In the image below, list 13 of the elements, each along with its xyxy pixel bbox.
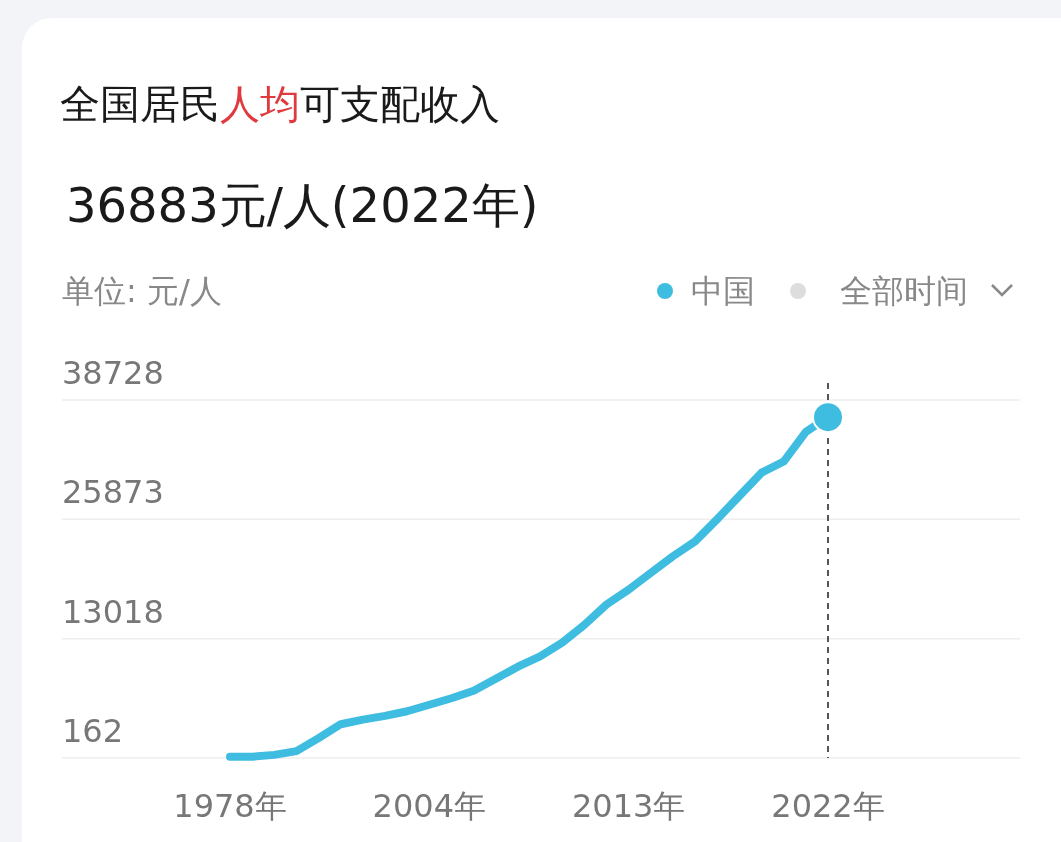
x-tick-label: 1978年	[173, 787, 287, 825]
y-tick-label: 162	[62, 712, 124, 750]
y-tick-label: 38728	[62, 354, 164, 392]
x-tick-label: 2013年	[571, 787, 686, 825]
chart-title: 全国居民人均可支配收入	[60, 81, 500, 127]
y-tick-label: 25873	[62, 473, 164, 512]
x-tick-label: 2022年	[771, 787, 885, 825]
text: 全部时间	[840, 272, 968, 310]
chart-subtitle: 36883元/人(2022年)	[66, 177, 539, 233]
x-tick-label: 2004年	[372, 787, 487, 825]
y-tick-label: 13018	[62, 592, 164, 631]
text: 单位: 元/人	[62, 272, 222, 310]
legend-label: 中国	[691, 272, 755, 310]
